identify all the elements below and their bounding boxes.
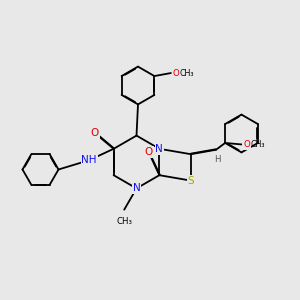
Text: CH₃: CH₃: [116, 217, 132, 226]
Text: O: O: [145, 147, 153, 157]
Text: N: N: [133, 183, 140, 194]
Text: S: S: [188, 176, 194, 186]
Text: O: O: [172, 69, 179, 77]
Text: O: O: [91, 128, 99, 138]
Text: H: H: [214, 155, 221, 164]
Text: CH₃: CH₃: [179, 69, 194, 77]
Text: NH: NH: [81, 155, 97, 165]
Text: N: N: [155, 144, 163, 154]
Text: CH₃: CH₃: [250, 140, 265, 149]
Text: O: O: [243, 140, 250, 149]
